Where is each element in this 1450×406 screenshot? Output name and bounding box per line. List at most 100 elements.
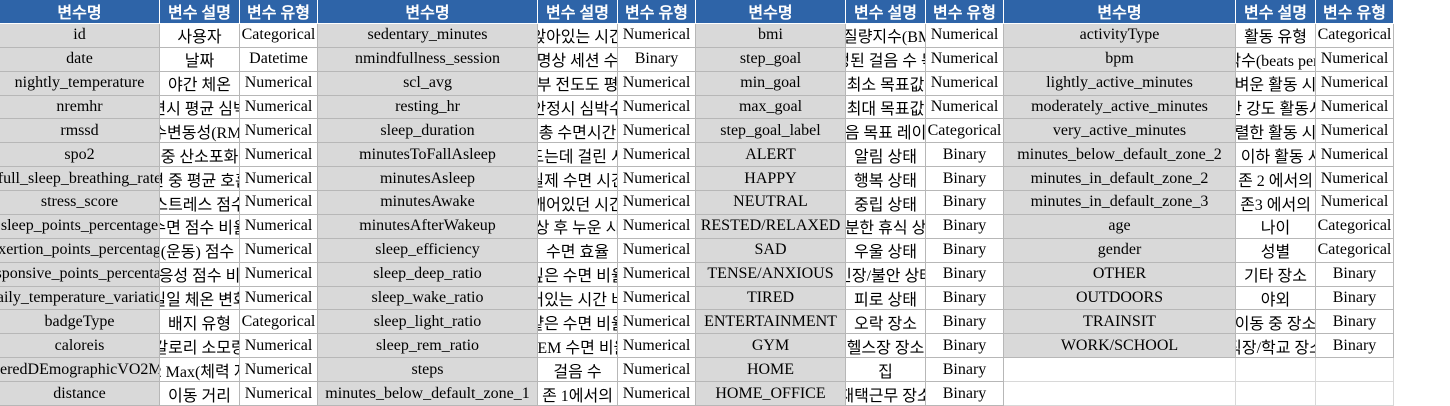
cell-name[interactable]: age [1004,214,1236,239]
cell-type[interactable]: Categorical [1316,238,1394,263]
cell-name[interactable]: distance [0,382,160,406]
cell-name[interactable]: max_goal [696,95,846,120]
cell-desc[interactable]: 격렬한 활동 시간 [1236,119,1316,144]
cell-name[interactable]: GYM [696,334,846,359]
cell-desc[interactable]: 오락 장소 [846,310,926,335]
cell-name[interactable]: sleep_points_percentage [0,214,160,239]
cell-name[interactable]: scl_avg [318,71,538,96]
cell-desc[interactable]: 충분한 휴식 상태 [846,214,926,239]
cell-desc[interactable]: 설정된 걸음 수 목표 [846,47,926,72]
cell-type[interactable]: Numerical [618,191,696,215]
cell-desc[interactable]: 헬스장 장소 [846,334,926,359]
cell-desc[interactable]: 존1 이하 활동 시간 [1236,143,1316,168]
cell-name[interactable]: filteredDEmographicVO2Max [0,358,160,383]
cell-name[interactable]: rmssd [0,119,160,144]
cell-desc[interactable]: 스트레스 점수 [160,191,240,215]
cell-name[interactable]: very_active_minutes [1004,119,1236,144]
cell-name[interactable]: HAPPY [696,167,846,192]
cell-desc[interactable]: 중간 강도 활동시간 [1236,95,1316,120]
cell-name[interactable]: moderately_active_minutes [1004,95,1236,120]
cell-desc[interactable]: 가벼운 활동 시간 [1236,71,1316,96]
cell-name[interactable]: WORK/SCHOOL [1004,334,1236,359]
cell-desc[interactable]: 최대 목표값 [846,95,926,120]
cell-desc[interactable]: 앉아있는 시간 [538,23,618,48]
cell-type[interactable]: Datetime [240,47,318,72]
cell-type[interactable]: Binary [926,238,1004,263]
cell-desc[interactable]: 활동 존 2 에서의 시긴 [1236,167,1316,192]
cell-type[interactable]: Binary [618,47,696,72]
cell-name[interactable]: bpm [1004,47,1236,72]
cell-type[interactable]: Numerical [618,382,696,406]
cell-type[interactable]: Categorical [926,119,1004,144]
empty-cell[interactable] [1316,358,1394,383]
cell-desc[interactable]: 일일 체온 변화 [160,286,240,311]
cell-desc[interactable]: 수면 중 평균 호흡율 [160,167,240,192]
cell-desc[interactable]: 심박수변동성(RMSSD) [160,119,240,144]
cell-type[interactable]: Binary [926,214,1004,239]
cell-name[interactable]: step_goal [696,47,846,72]
empty-cell[interactable] [1316,382,1394,406]
cell-name[interactable]: daily_temperature_variation [0,286,160,311]
cell-name[interactable]: badgeType [0,310,160,335]
cell-desc[interactable]: 재택근무 장소 [846,382,926,406]
cell-name[interactable]: spo2 [0,143,160,168]
cell-type[interactable]: Numerical [240,262,318,287]
cell-desc[interactable]: 반응성 점수 비율 [160,262,240,287]
cell-name[interactable]: nremhr [0,95,160,120]
header-cell[interactable]: 변수 설명 [160,0,240,24]
cell-type[interactable]: Numerical [926,95,1004,120]
cell-desc[interactable]: 활동 유형 [1236,23,1316,48]
cell-desc[interactable]: 수면 점수 비율 [160,214,240,239]
cell-name[interactable]: steps [318,358,538,383]
cell-desc[interactable]: 기상 후 누운 시간 [538,214,618,239]
cell-name[interactable]: bmi [696,23,846,48]
cell-desc[interactable]: 수면 효율 [538,238,618,263]
cell-name[interactable]: ENTERTAINMENT [696,310,846,335]
cell-desc[interactable]: 잠드는데 걸린 시간 [538,143,618,168]
cell-type[interactable]: Numerical [618,286,696,311]
cell-name[interactable]: sedentary_minutes [318,23,538,48]
cell-type[interactable]: Numerical [1316,143,1394,168]
cell-desc[interactable]: 심박수(beats per mi [1236,47,1316,72]
header-cell[interactable]: 변수 유형 [618,0,696,24]
cell-type[interactable]: Categorical [1316,23,1394,48]
cell-name[interactable]: TENSE/ANXIOUS [696,262,846,287]
cell-type[interactable]: Numerical [618,71,696,96]
cell-name[interactable]: ALERT [696,143,846,168]
cell-name[interactable]: gender [1004,238,1236,263]
cell-type[interactable]: Numerical [240,119,318,144]
cell-type[interactable]: Numerical [240,95,318,120]
cell-desc[interactable]: 총 수면시간 [538,119,618,144]
cell-desc[interactable]: 안정시 심박수 [538,95,618,120]
cell-name[interactable]: sleep_wake_ratio [318,286,538,311]
cell-desc[interactable]: 긴장/불안 상태 [846,262,926,287]
cell-desc[interactable]: 활동(운동) 점수 비율 [160,238,240,263]
cell-type[interactable]: Numerical [618,238,696,263]
cell-desc[interactable]: 깨어있는 시간 비율 [538,286,618,311]
cell-desc[interactable]: 최소 목표값 [846,71,926,96]
cell-type[interactable]: Numerical [240,71,318,96]
cell-desc[interactable]: 알림 상태 [846,143,926,168]
cell-desc[interactable]: 칼로리 소모량 [160,334,240,359]
cell-type[interactable]: Numerical [618,167,696,192]
cell-type[interactable]: Binary [1316,262,1394,287]
cell-type[interactable]: Numerical [618,334,696,359]
cell-type[interactable]: Numerical [240,143,318,168]
cell-desc[interactable]: 중립 상태 [846,191,926,215]
cell-name[interactable]: minutesToFallAsleep [318,143,538,168]
cell-type[interactable]: Binary [926,167,1004,192]
cell-name[interactable]: minutes_in_default_zone_2 [1004,167,1236,192]
cell-desc[interactable]: 걸음 수 [538,358,618,383]
cell-type[interactable]: Numerical [618,143,696,168]
cell-name[interactable]: sleep_duration [318,119,538,144]
cell-name[interactable]: OTHER [1004,262,1236,287]
cell-name[interactable]: sleep_light_ratio [318,310,538,335]
cell-desc[interactable]: 혈중 산소포화도 [160,143,240,168]
cell-name[interactable]: exertion_points_percentage [0,238,160,263]
cell-name[interactable]: minutesAsleep [318,167,538,192]
cell-type[interactable]: Numerical [926,71,1004,96]
cell-type[interactable]: Categorical [1316,214,1394,239]
cell-type[interactable]: Binary [1316,334,1394,359]
cell-type[interactable]: Numerical [618,310,696,335]
header-cell[interactable]: 변수명 [1004,0,1236,24]
